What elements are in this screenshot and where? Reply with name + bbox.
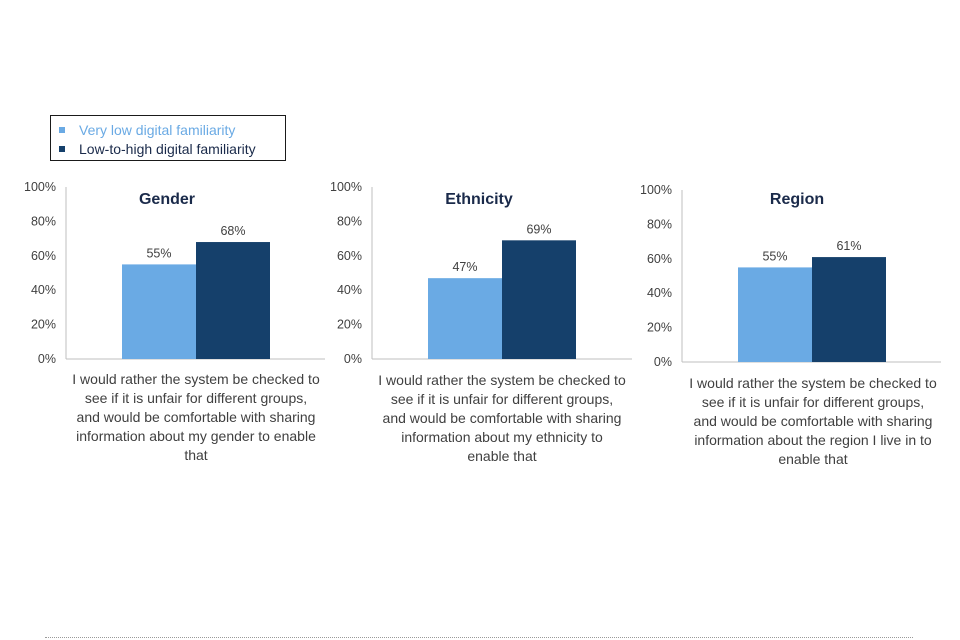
region-y-tick-label: 40% — [647, 286, 672, 300]
ethnicity-caption-line: and would be comfortable with sharing — [382, 410, 622, 426]
ethnicity-caption: I would rather the system be checked to s… — [367, 371, 637, 466]
ethnicity-caption-line: information about my ethnicity to — [401, 429, 603, 445]
region-caption-line: information about the region I live in t… — [694, 432, 932, 448]
legend-swatch-very-low — [59, 126, 65, 133]
footer-divider — [45, 637, 913, 638]
region-y-tick-label: 0% — [654, 355, 672, 369]
gender-caption-line: information about my gender to enable — [76, 428, 316, 444]
ethnicity-y-tick-label: 20% — [337, 318, 362, 332]
gender-data-label-low-to-high: 68% — [220, 224, 245, 238]
ethnicity-y-tick-label: 80% — [337, 214, 362, 228]
legend-label-very-low: Very low digital familiarity — [79, 121, 236, 138]
region-caption-line: enable that — [778, 451, 848, 467]
gender-y-tick-label: 0% — [38, 352, 56, 366]
region-bar-very-low — [738, 267, 812, 362]
ethnicity-chart-title: Ethnicity — [445, 191, 513, 208]
gender-data-label-very-low: 55% — [146, 246, 171, 260]
region-caption: I would rather the system be checked to s… — [678, 374, 948, 469]
region-chart-title: Region — [770, 191, 824, 208]
gender-y-tick-label: 20% — [31, 318, 56, 332]
ethnicity-data-label-low-to-high: 69% — [526, 222, 551, 236]
ethnicity-y-tick-label: 0% — [344, 352, 362, 366]
legend-label-low-to-high: Low-to-high digital familiarity — [79, 140, 256, 157]
gender-y-tick-label: 80% — [31, 214, 56, 228]
gender-caption-line: I would rather the system be checked to — [72, 371, 320, 387]
ethnicity-y-tick-label: 100% — [330, 180, 362, 194]
ethnicity-caption-line: I would rather the system be checked to — [378, 372, 626, 388]
gender-chart-title: Gender — [139, 191, 195, 208]
gender-bar-low-to-high — [196, 242, 270, 359]
region-caption-line: and would be comfortable with sharing — [693, 413, 933, 429]
gender-caption-line: see if it is unfair for different groups… — [84, 390, 308, 406]
legend-item-very-low: Very low digital familiarity — [59, 120, 285, 139]
region-y-tick-label: 20% — [647, 321, 672, 335]
gender-caption: I would rather the system be checked to s… — [61, 370, 331, 465]
ethnicity-y-tick-label: 40% — [337, 283, 362, 297]
ethnicity-caption-line: enable that — [467, 448, 537, 464]
region-y-tick-label: 100% — [640, 183, 672, 197]
region-y-tick-label: 60% — [647, 252, 672, 266]
ethnicity-data-label-very-low: 47% — [452, 260, 477, 274]
gender-y-tick-label: 40% — [31, 283, 56, 297]
legend-item-low-to-high: Low-to-high digital familiarity — [59, 139, 285, 158]
gender-y-tick-label: 100% — [24, 180, 56, 194]
legend: Very low digital familiarity Low-to-high… — [50, 115, 286, 161]
ethnicity-bar-low-to-high — [502, 240, 576, 359]
ethnicity-y-tick-label: 60% — [337, 249, 362, 263]
region-data-label-very-low: 55% — [762, 249, 787, 263]
gender-bar-very-low — [122, 264, 196, 359]
region-caption-line: see if it is unfair for different groups… — [701, 394, 925, 410]
region-data-label-low-to-high: 61% — [836, 239, 861, 253]
ethnicity-bar-very-low — [428, 278, 502, 359]
region-bar-low-to-high — [812, 257, 886, 362]
gender-caption-line: and would be comfortable with sharing — [76, 409, 316, 425]
region-caption-line: I would rather the system be checked to — [689, 375, 937, 391]
region-y-tick-label: 80% — [647, 217, 672, 231]
ethnicity-caption-line: see if it is unfair for different groups… — [390, 391, 614, 407]
legend-swatch-low-to-high — [59, 145, 65, 152]
gender-caption-line: that — [184, 447, 208, 463]
gender-y-tick-label: 60% — [31, 249, 56, 263]
